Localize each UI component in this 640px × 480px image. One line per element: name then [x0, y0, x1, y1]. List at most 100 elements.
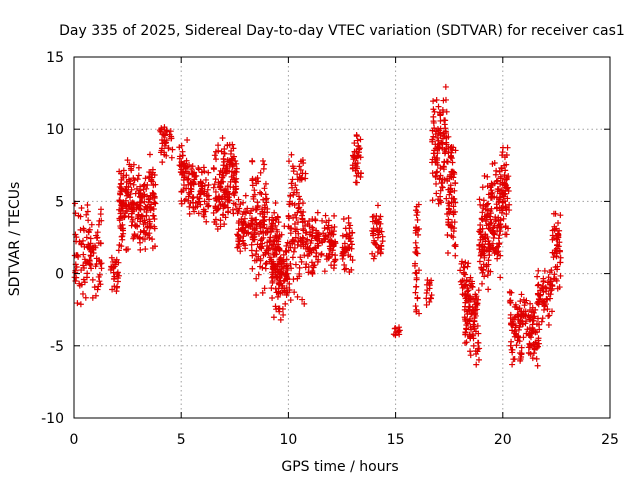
data-point — [286, 286, 293, 293]
data-point — [224, 156, 231, 163]
data-point — [465, 260, 472, 267]
data-point — [452, 179, 459, 186]
data-point — [542, 284, 549, 291]
data-point — [224, 198, 231, 205]
data-point — [508, 289, 515, 296]
data-point — [433, 154, 440, 161]
data-point — [446, 175, 453, 182]
data-point — [487, 213, 494, 220]
data-point — [529, 355, 536, 362]
data-point — [270, 314, 277, 321]
data-point — [474, 300, 481, 307]
data-point — [302, 264, 309, 271]
data-point — [310, 226, 317, 233]
data-point — [414, 294, 421, 301]
data-point — [165, 145, 172, 152]
data-point — [128, 214, 135, 221]
data-point — [478, 215, 485, 222]
data-point — [452, 199, 459, 206]
data-point — [449, 168, 456, 175]
data-point — [484, 272, 491, 279]
data-point — [546, 269, 553, 276]
data-point — [304, 252, 311, 259]
data-point — [259, 217, 266, 224]
data-point — [235, 208, 242, 215]
data-point — [163, 127, 170, 134]
data-point — [96, 278, 103, 285]
data-point — [535, 298, 542, 305]
data-point — [256, 244, 263, 251]
data-point — [475, 356, 482, 363]
data-point — [217, 223, 224, 230]
data-point — [89, 244, 96, 251]
data-point — [224, 141, 231, 148]
data-point — [549, 249, 556, 256]
data-point — [516, 323, 523, 330]
data-point — [83, 234, 90, 241]
data-point — [481, 172, 488, 179]
data-point — [249, 157, 256, 164]
data-point — [433, 180, 440, 187]
data-point — [479, 184, 486, 191]
data-point — [85, 228, 92, 235]
data-point — [278, 260, 285, 267]
data-point — [445, 216, 452, 223]
data-point — [500, 199, 507, 206]
data-point — [553, 248, 560, 255]
data-point — [76, 280, 83, 287]
data-point — [509, 361, 516, 368]
data-point — [299, 157, 306, 164]
data-point — [276, 273, 283, 280]
data-point — [412, 303, 419, 310]
data-point — [498, 224, 505, 231]
data-point — [467, 282, 474, 289]
data-point — [83, 211, 90, 218]
data-point — [535, 295, 542, 302]
data-point — [296, 264, 303, 271]
data-point — [283, 242, 290, 249]
data-point — [283, 271, 290, 278]
data-point — [249, 217, 256, 224]
data-point — [354, 160, 361, 167]
data-point — [259, 264, 266, 271]
data-point — [108, 254, 115, 261]
data-point — [474, 348, 481, 355]
data-point — [275, 261, 282, 268]
data-point — [295, 193, 302, 200]
data-point — [497, 274, 504, 281]
data-point — [447, 152, 454, 159]
data-point — [503, 176, 510, 183]
data-point — [168, 135, 175, 142]
data-point — [502, 184, 509, 191]
data-point — [217, 184, 224, 191]
data-point — [151, 171, 158, 178]
data-point — [298, 212, 305, 219]
data-point — [377, 213, 384, 220]
data-point — [137, 187, 144, 194]
data-point — [134, 176, 141, 183]
data-point — [289, 200, 296, 207]
data-point — [131, 232, 138, 239]
data-point — [374, 226, 381, 233]
data-point — [124, 189, 131, 196]
data-point — [463, 321, 470, 328]
data-point — [306, 231, 313, 238]
data-point — [293, 186, 300, 193]
data-point — [124, 157, 131, 164]
data-point — [476, 345, 483, 352]
data-point — [553, 277, 560, 284]
data-point — [466, 331, 473, 338]
data-point — [480, 243, 487, 250]
data-point — [176, 162, 183, 169]
data-point — [375, 244, 382, 251]
data-point — [245, 230, 252, 237]
data-point — [297, 174, 304, 181]
y-tick-label: 15 — [46, 50, 64, 66]
data-point — [306, 223, 313, 230]
data-point — [205, 181, 212, 188]
data-point — [507, 311, 514, 318]
data-point — [557, 259, 564, 266]
data-point — [554, 285, 561, 292]
data-point — [257, 189, 263, 196]
data-point — [134, 202, 141, 209]
